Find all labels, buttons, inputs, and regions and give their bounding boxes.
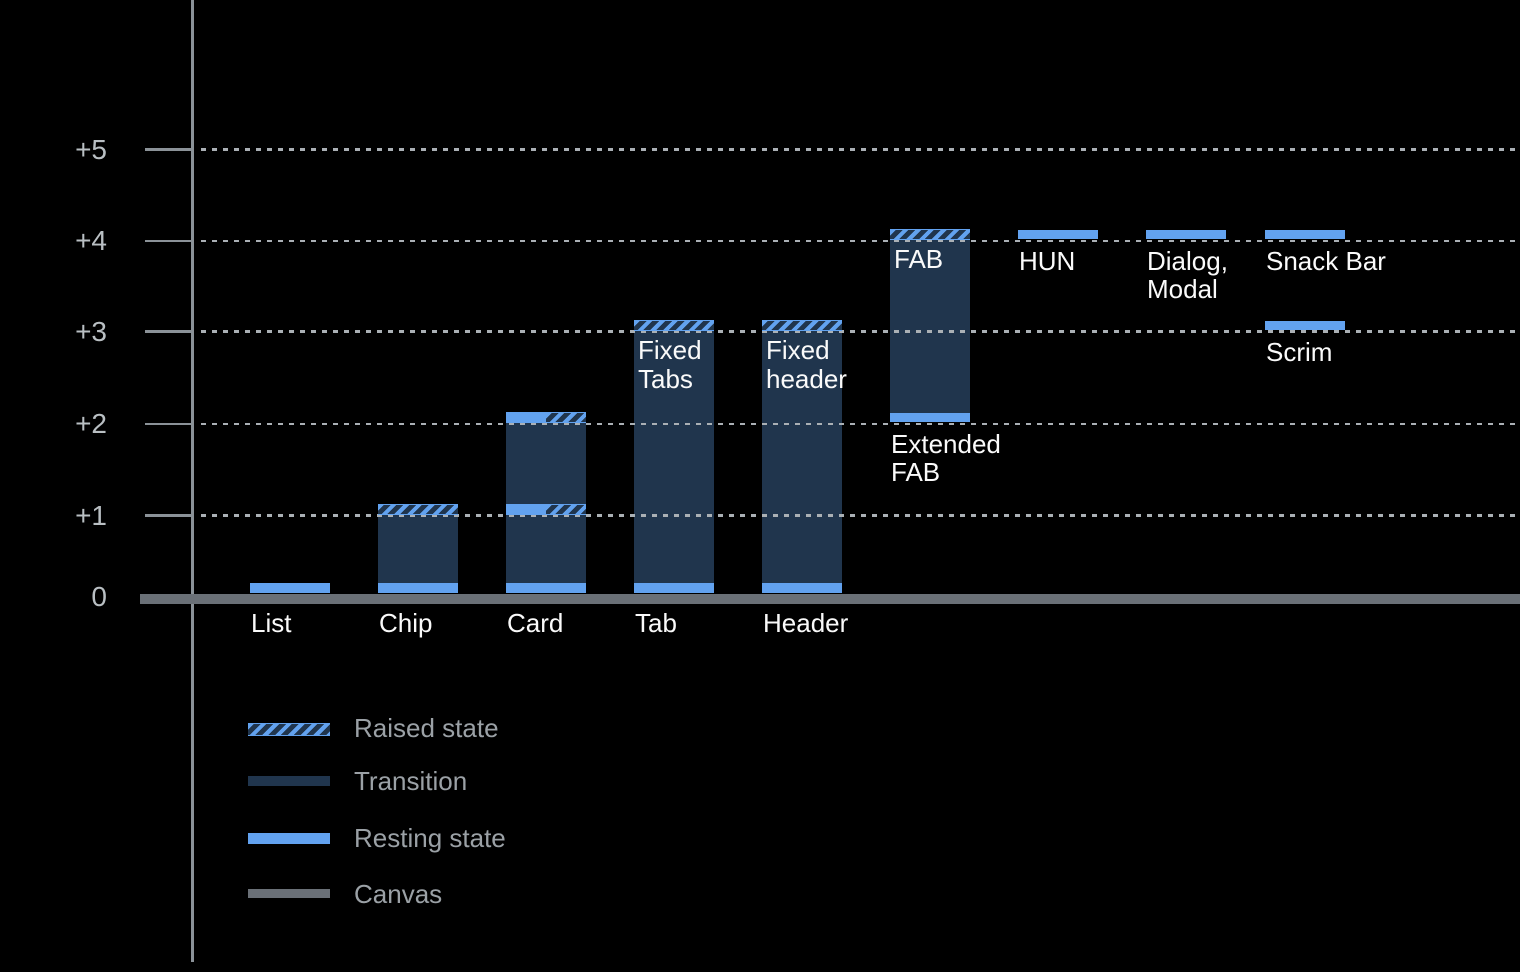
bar-fab-transition xyxy=(890,240,970,413)
label-snack-bar: Snack Bar xyxy=(1266,247,1386,275)
canvas-baseline xyxy=(140,594,1520,604)
axis-label-tab: Tab xyxy=(635,608,677,638)
bar-card-rest-raised-1 xyxy=(506,503,586,515)
label-dialog-modal: Dialog, Modal xyxy=(1147,247,1228,303)
bar-chip-resting xyxy=(378,583,458,593)
legend-label-resting: Resting state xyxy=(354,823,506,853)
bar-tab-label-line: Tabs xyxy=(638,363,693,394)
label-fab: Extended FAB xyxy=(891,430,1001,486)
y-tick-label-1: +1 xyxy=(75,499,107,531)
bar-tab-label-line: Fixed xyxy=(638,334,702,365)
label-fab-line: Extended xyxy=(891,429,1001,459)
legend-swatch-transition xyxy=(248,776,330,786)
bar-header-resting xyxy=(762,583,842,593)
bar-card-raised-1 xyxy=(546,503,586,515)
gridline-5 xyxy=(201,148,1520,151)
label-snack-bar-line: Snack Bar xyxy=(1266,246,1386,276)
bar-dialog-modal-resting-4 xyxy=(1146,230,1226,239)
y-tick-label-2: +2 xyxy=(75,408,107,439)
bar-snack-bar-resting-4 xyxy=(1265,230,1345,239)
y-tick-label-0: 0 xyxy=(91,581,107,612)
axis-label-card: Card xyxy=(507,608,564,638)
legend-label-transition: Transition xyxy=(354,766,468,796)
bar-header-label: Fixed header xyxy=(766,334,847,394)
y-tick-label-5: +5 xyxy=(75,133,107,165)
bar-scrim-resting-3 xyxy=(1265,320,1345,330)
bar-tab-label: Fixed Tabs xyxy=(638,334,702,394)
y-tick-2 xyxy=(145,422,192,426)
bar-header-label-line: header xyxy=(766,363,847,394)
bar-card-transition xyxy=(506,423,586,583)
bar-fab-label-line: FAB xyxy=(894,244,944,274)
y-axis-line xyxy=(191,0,194,962)
axis-label-chip: Chip xyxy=(379,608,433,638)
legend-swatch-raised xyxy=(248,722,330,736)
bar-card-rest-raised-2 xyxy=(506,412,586,423)
label-hun-line: HUN xyxy=(1019,246,1076,276)
gridline-1 xyxy=(201,514,1520,517)
bar-tab-transition xyxy=(634,330,714,583)
bar-header-label-line: Fixed xyxy=(766,334,830,365)
bar-card-resting xyxy=(506,583,586,593)
label-scrim-line: Scrim xyxy=(1266,336,1333,367)
bar-list-resting xyxy=(250,583,330,593)
axis-label-header: Header xyxy=(763,608,849,638)
label-hun: HUN xyxy=(1019,247,1075,275)
label-dialog-modal-line: Dialog, xyxy=(1147,246,1228,276)
gridline-2 xyxy=(201,422,1520,426)
bar-fab-label: FAB xyxy=(894,245,943,274)
bar-tab-raised xyxy=(634,319,714,331)
bar-hun-resting-4 xyxy=(1018,230,1098,239)
y-tick-label-3: +3 xyxy=(75,315,107,347)
bar-card-resting-1 xyxy=(506,503,546,515)
bar-card-raised-2 xyxy=(546,412,586,423)
legend-label-canvas: Canvas xyxy=(354,878,443,909)
y-tick-label-4: +4 xyxy=(75,225,107,256)
gridline-3 xyxy=(201,330,1520,333)
y-tick-5 xyxy=(145,148,192,151)
legend-swatch-resting xyxy=(248,832,330,844)
label-scrim: Scrim xyxy=(1266,338,1332,366)
y-tick-1 xyxy=(145,514,192,517)
bar-tab-resting xyxy=(634,583,714,593)
legend-label-raised: Raised state xyxy=(354,712,499,743)
bar-header-raised xyxy=(762,319,842,331)
bar-fab-resting-2 xyxy=(890,413,970,422)
bar-chip-transition xyxy=(378,514,458,583)
bar-card-resting-2 xyxy=(506,412,546,423)
bar-fab-raised xyxy=(890,229,970,240)
y-tick-4 xyxy=(145,239,192,243)
y-tick-3 xyxy=(145,330,192,333)
label-dialog-modal-line: Modal xyxy=(1147,274,1218,304)
gridline-4 xyxy=(201,239,1520,243)
axis-label-list: List xyxy=(251,608,292,638)
legend-swatch-canvas xyxy=(248,889,330,898)
bar-header-transition xyxy=(762,330,842,583)
label-fab-line: FAB xyxy=(891,457,941,487)
bar-chip-raised xyxy=(378,503,458,515)
